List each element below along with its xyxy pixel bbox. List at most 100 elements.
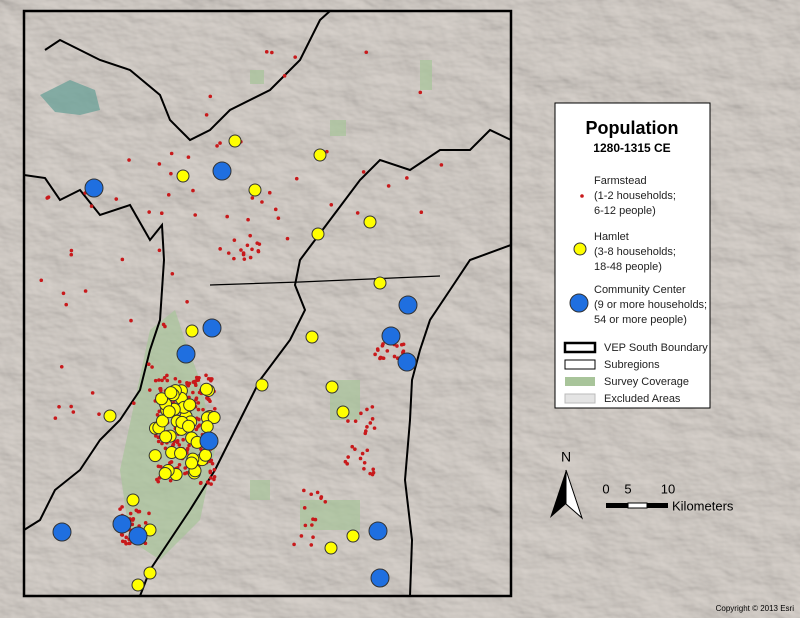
farmstead xyxy=(187,443,191,448)
farmstead xyxy=(273,207,278,212)
farmstead xyxy=(46,195,51,199)
vep-boundary xyxy=(22,9,513,598)
farmstead xyxy=(346,455,350,459)
farmstead xyxy=(198,481,203,486)
farmstead xyxy=(239,248,243,252)
farmstead xyxy=(323,499,328,504)
farmstead xyxy=(405,176,409,180)
farmstead xyxy=(218,247,222,251)
farmstead xyxy=(302,505,307,510)
farmstead xyxy=(225,214,229,219)
farmstead xyxy=(197,423,202,427)
farmstead xyxy=(361,170,366,174)
farmstead xyxy=(353,419,358,423)
farmstead xyxy=(209,476,213,480)
farmstead xyxy=(381,342,385,346)
boundary-river xyxy=(139,128,512,597)
farmstead xyxy=(162,376,167,380)
north-arrow xyxy=(550,470,566,518)
farmstead xyxy=(212,467,217,472)
farmstead xyxy=(183,466,188,470)
farmstead xyxy=(303,523,308,528)
farmstead xyxy=(155,477,159,482)
farmstead xyxy=(385,349,390,353)
farmstead xyxy=(285,236,290,241)
farmstead xyxy=(245,243,250,248)
farmstead xyxy=(193,213,198,217)
farmstead xyxy=(131,401,136,406)
community-center xyxy=(368,521,388,541)
boundary-swatch xyxy=(563,341,597,354)
hamlet xyxy=(183,398,197,412)
farmstead xyxy=(185,300,189,304)
farmstead xyxy=(128,541,132,546)
farmstead xyxy=(358,456,363,461)
farmstead xyxy=(232,238,237,242)
community-center-symbol xyxy=(569,293,589,313)
farmstead xyxy=(370,405,375,409)
farmstead xyxy=(365,425,369,429)
farmstead xyxy=(137,509,142,514)
farmstead xyxy=(313,517,318,522)
scale-label: 0 xyxy=(602,481,609,496)
farmstead xyxy=(365,448,370,453)
farmstead xyxy=(368,421,373,425)
farmstead xyxy=(355,211,360,215)
hamlet xyxy=(255,378,269,392)
farmstead xyxy=(90,391,95,395)
farmstead xyxy=(248,233,252,238)
farmstead xyxy=(168,478,173,483)
farmstead xyxy=(373,352,377,357)
farmstead xyxy=(250,196,255,200)
legend-label: Community Center xyxy=(594,284,686,296)
farmstead xyxy=(177,462,182,467)
farmstead xyxy=(276,216,281,220)
farmstead xyxy=(181,437,185,442)
farmstead xyxy=(160,441,164,446)
farmstead xyxy=(147,511,151,516)
farmstead xyxy=(264,50,269,54)
farmstead xyxy=(213,406,217,411)
hamlet xyxy=(207,410,221,424)
farmstead xyxy=(185,446,190,451)
farmstead xyxy=(395,344,399,348)
farmstead xyxy=(401,349,406,353)
community-center xyxy=(381,326,401,346)
farmstead xyxy=(185,380,189,385)
hamlet xyxy=(182,419,196,433)
legend-box xyxy=(554,102,711,409)
farmstead xyxy=(360,451,365,456)
farmstead xyxy=(310,523,314,527)
farmstead xyxy=(362,466,366,471)
farmstead xyxy=(362,460,367,465)
farmstead xyxy=(158,386,162,391)
scale-label: 10 xyxy=(661,481,675,496)
hamlet xyxy=(346,529,360,543)
farmstead xyxy=(61,291,66,296)
farmstead xyxy=(232,256,236,261)
farmstead xyxy=(165,378,170,383)
legend-line: (9 or more households; xyxy=(594,299,707,311)
farmstead xyxy=(157,162,162,166)
hamlet xyxy=(155,414,169,428)
hamlet xyxy=(199,382,213,396)
farmstead xyxy=(204,373,208,378)
farmstead xyxy=(187,395,191,400)
hamlet xyxy=(324,541,338,555)
legend-label: Survey Coverage xyxy=(604,376,689,388)
farmstead xyxy=(57,404,61,409)
hamlet xyxy=(159,430,173,444)
community-center xyxy=(370,568,390,588)
scale-segment xyxy=(627,502,648,509)
farmstead xyxy=(194,397,198,402)
farmstead xyxy=(193,383,198,388)
community-center xyxy=(128,526,148,546)
farmstead xyxy=(212,474,217,479)
farmstead xyxy=(419,210,424,215)
legend-label: Hamlet xyxy=(594,231,629,243)
community-center xyxy=(176,344,196,364)
farmstead xyxy=(196,407,201,412)
farmstead xyxy=(39,278,44,283)
farmstead xyxy=(186,155,191,159)
hamlet xyxy=(164,386,178,400)
